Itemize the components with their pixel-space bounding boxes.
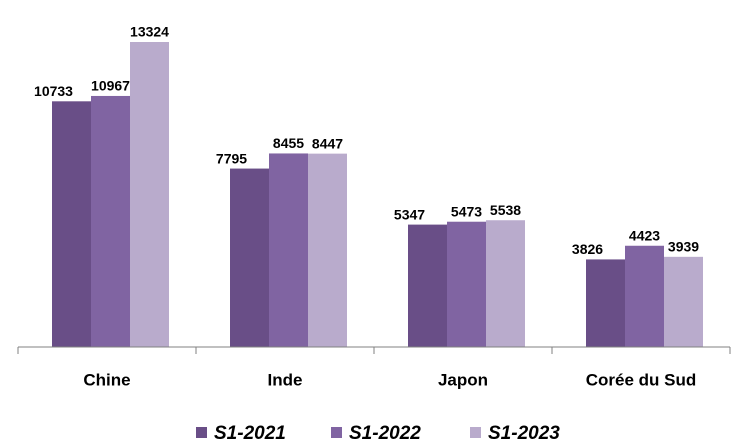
legend-label: S1-2021 bbox=[214, 423, 286, 443]
value-label: 7795 bbox=[216, 150, 247, 166]
legend-swatch bbox=[196, 427, 207, 438]
bar bbox=[91, 95, 130, 348]
value-label: 5347 bbox=[394, 206, 425, 222]
bar bbox=[586, 259, 625, 347]
legend-label: S1-2023 bbox=[488, 423, 560, 443]
value-label: 4423 bbox=[629, 227, 660, 243]
value-label: 3939 bbox=[668, 239, 699, 255]
x-tick-label: Chine bbox=[83, 370, 130, 389]
bar bbox=[230, 168, 269, 347]
bar bbox=[664, 256, 703, 347]
bar bbox=[52, 101, 91, 348]
value-label: 5473 bbox=[451, 203, 482, 219]
value-label: 13324 bbox=[130, 24, 169, 40]
value-label: 8455 bbox=[273, 135, 304, 151]
value-label: 8447 bbox=[312, 135, 343, 151]
value-label: 10733 bbox=[34, 83, 73, 99]
bar bbox=[625, 245, 664, 347]
legend-swatch bbox=[470, 427, 481, 438]
legend-swatch bbox=[331, 427, 342, 438]
x-tick-label: Inde bbox=[268, 370, 303, 389]
x-tick-label: Japon bbox=[438, 370, 488, 389]
bar bbox=[447, 221, 486, 347]
bar bbox=[130, 42, 169, 347]
bar bbox=[269, 153, 308, 347]
value-label: 3826 bbox=[572, 241, 603, 257]
bar bbox=[308, 153, 347, 347]
bar bbox=[408, 224, 447, 347]
x-tick-label: Corée du Sud bbox=[586, 370, 697, 389]
bar bbox=[486, 220, 525, 347]
value-label: 10967 bbox=[91, 78, 130, 94]
legend-label: S1-2022 bbox=[349, 423, 421, 443]
value-label: 5538 bbox=[490, 202, 521, 218]
